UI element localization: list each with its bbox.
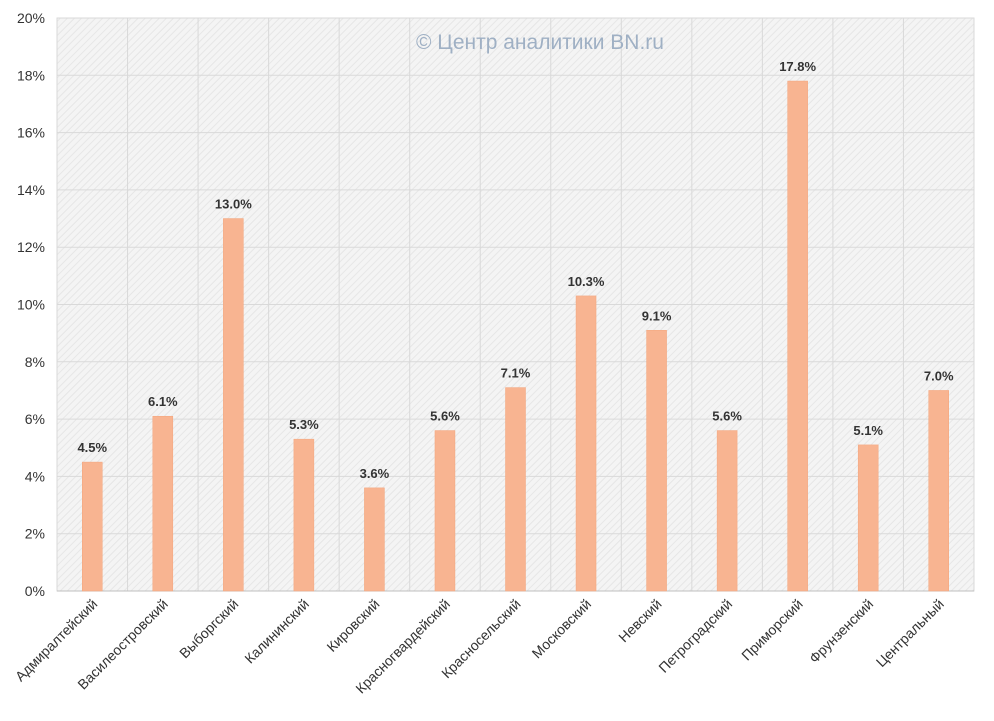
gridlines xyxy=(56,17,975,592)
bar xyxy=(82,461,103,592)
bar xyxy=(293,438,315,592)
data-label: 4.5% xyxy=(77,440,107,455)
y-tick-label: 10% xyxy=(17,297,45,313)
y-tick-label: 14% xyxy=(17,182,45,198)
data-label: 13.0% xyxy=(215,197,252,212)
x-tick-label: Фрунзенский xyxy=(806,596,876,666)
data-label: 5.3% xyxy=(289,417,319,432)
x-tick-label: Московский xyxy=(529,596,595,662)
data-label: 5.1% xyxy=(853,423,883,438)
y-axis: 0% 2% 4% 6% 8% 10% 12% 14% 16% 18% 20% xyxy=(17,10,45,599)
y-tick-label: 6% xyxy=(25,411,45,427)
x-tick-label: Калининский xyxy=(241,596,312,667)
x-tick-label: Выборгский xyxy=(176,596,241,661)
bar xyxy=(223,218,244,592)
bar xyxy=(928,390,949,592)
data-labels: 4.5% 6.1% 13.0% 5.3% 3.6% 5.6% 7.1% 10.3% 9.1% 5.… xyxy=(77,59,954,481)
y-tick-label: 20% xyxy=(17,10,45,26)
y-tick-label: 4% xyxy=(25,468,45,484)
y-tick-label: 0% xyxy=(25,583,45,599)
watermark-text: © Центр аналитики BN.ru xyxy=(416,31,664,54)
x-tick-label: Центральный xyxy=(873,596,947,670)
data-label: 5.6% xyxy=(712,409,742,424)
data-label: 5.6% xyxy=(430,409,460,424)
y-tick-label: 12% xyxy=(17,239,45,255)
y-tick-label: 18% xyxy=(17,67,45,83)
y-tick-label: 2% xyxy=(25,526,45,542)
x-tick-label: Невский xyxy=(615,596,664,645)
data-label: 7.0% xyxy=(924,368,954,383)
data-label: 7.1% xyxy=(501,366,531,381)
bar xyxy=(364,487,385,592)
data-label: 9.1% xyxy=(642,308,672,323)
bar xyxy=(152,415,174,592)
x-tick-label: Петроградский xyxy=(655,596,735,676)
bar xyxy=(434,430,456,592)
x-tick-label: Приморский xyxy=(738,596,806,664)
bar xyxy=(787,80,808,592)
x-tick-label: Кировский xyxy=(323,596,382,655)
bar xyxy=(857,444,879,592)
bar xyxy=(646,330,667,592)
bar xyxy=(716,430,738,592)
data-label: 17.8% xyxy=(779,59,816,74)
bars xyxy=(82,80,949,592)
data-label: 3.6% xyxy=(360,466,390,481)
bar xyxy=(575,295,597,592)
data-label: 10.3% xyxy=(568,274,605,289)
bar xyxy=(505,387,526,592)
y-tick-label: 8% xyxy=(25,354,45,370)
data-label: 6.1% xyxy=(148,394,178,409)
y-tick-label: 16% xyxy=(17,125,45,141)
